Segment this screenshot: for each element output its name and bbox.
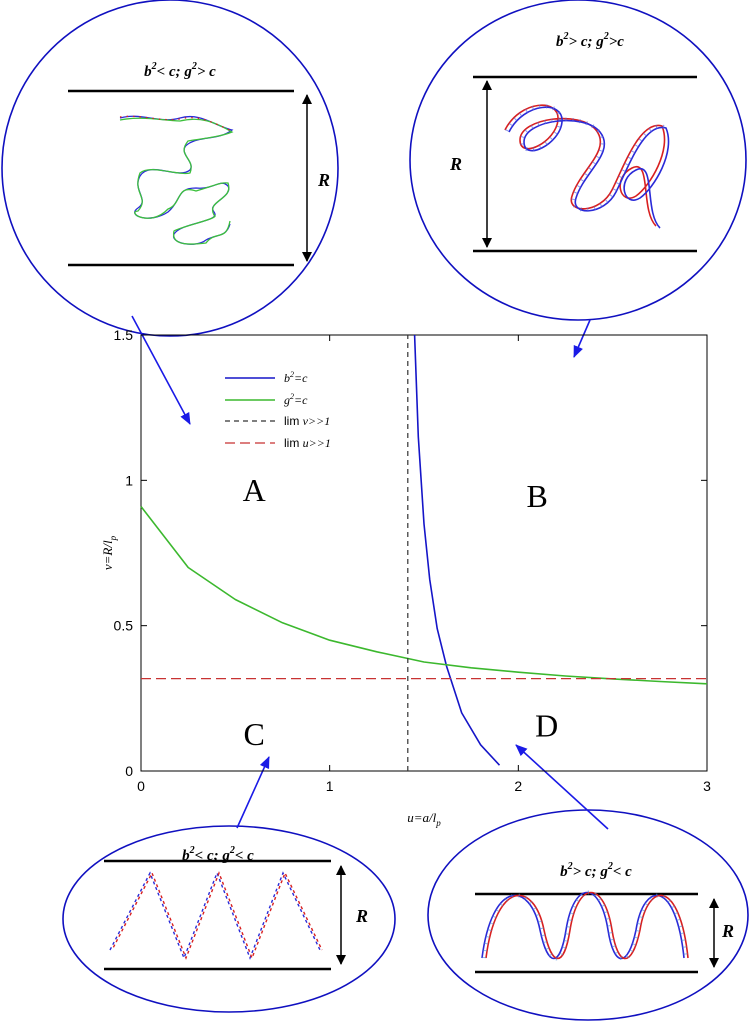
inset-c-height-label: R (355, 906, 368, 926)
inset-b-polymer (504, 104, 670, 229)
pointer-arrow-c (236, 756, 270, 829)
y-tick-label-3: 1.5 (114, 327, 134, 343)
x-tick-label-2: 2 (514, 778, 522, 794)
y-tick-label-1: 0.5 (114, 618, 134, 634)
pointer-arrow-b (573, 319, 591, 358)
inset-b-ellipse (409, 0, 747, 321)
legend: b2=c g2=c lim v>>1 lim u>>1 (225, 370, 331, 450)
inset-d-ellipse (427, 809, 749, 1021)
region-label-b: B (527, 478, 548, 514)
pointer-arrows (131, 315, 609, 830)
region-label-a: A (243, 472, 266, 508)
y-tick-label-0: 0 (125, 763, 133, 779)
series-b2c-curve (413, 334, 501, 766)
pointer-arrow-d (515, 744, 609, 830)
inset-a-ellipse (1, 0, 339, 337)
region-labels: A B C D (243, 472, 559, 752)
legend-label-b2c: b2=c (284, 370, 308, 385)
x-tick-label-1: 1 (326, 778, 334, 794)
inset-a-condition: b2< c; g2> c (144, 61, 216, 80)
region-label-c: C (244, 716, 265, 752)
series-g2c-curve (140, 506, 708, 685)
legend-label-g2c: g2=c (284, 392, 308, 407)
axis-ticks: 0 1 2 3 0 0.5 1 1.5 (114, 327, 712, 794)
inset-a-height-label: R (317, 170, 330, 190)
inset-b-height-label: R (449, 154, 462, 174)
inset-a: b2< c; g2> c R (1, 0, 339, 337)
inset-b: b2> c; g2>c R (409, 0, 747, 321)
inset-b-condition: b2> c; g2>c (556, 31, 624, 50)
inset-c: b2< c; g2< c R (62, 825, 396, 1013)
inset-c-polymer (109, 871, 323, 960)
plot-frame (140, 334, 708, 772)
inset-d-polymer (481, 890, 689, 961)
y-tick-label-2: 1 (125, 472, 133, 488)
inset-d: b2> c; g2< c R (427, 809, 749, 1021)
y-axis-label: v=R/lp (100, 535, 118, 570)
inset-d-height-label: R (721, 921, 734, 941)
region-label-d: D (535, 707, 558, 743)
legend-label-lim-v: lim v>>1 (284, 414, 330, 428)
inset-c-ellipse (62, 825, 396, 1013)
pointer-arrow-a (131, 315, 191, 425)
inset-d-condition: b2> c; g2< c (560, 861, 632, 880)
x-tick-label-0: 0 (137, 778, 145, 794)
inset-a-polymer (119, 115, 234, 245)
x-axis-label: u=a/lp (407, 810, 441, 828)
x-tick-label-3: 3 (703, 778, 711, 794)
legend-label-lim-u: lim u>>1 (284, 436, 331, 450)
phase-diagram: 0 1 2 3 0 0.5 1 1.5 A B C D u=a/lp v=R/lp b2=c g2=… (100, 327, 711, 828)
series-layer (140, 334, 708, 771)
